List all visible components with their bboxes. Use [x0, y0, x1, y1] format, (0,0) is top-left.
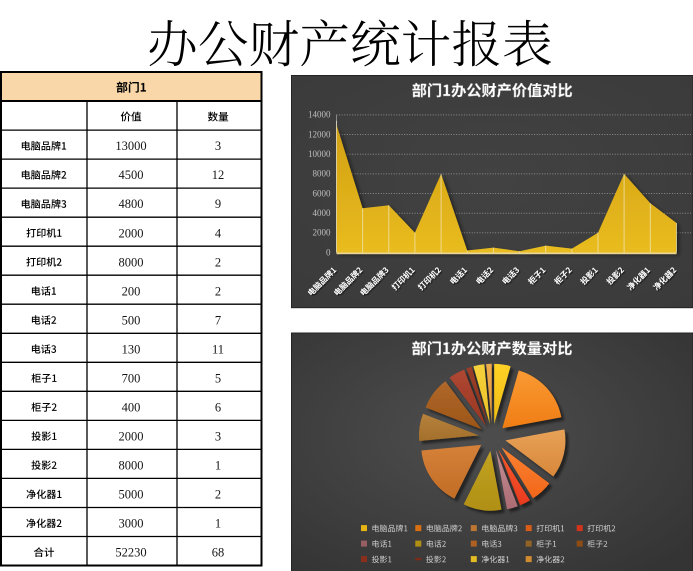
svg-text:3000: 3000 [119, 517, 144, 531]
svg-text:400: 400 [122, 400, 141, 414]
svg-text:4800: 4800 [119, 197, 144, 211]
svg-text:11: 11 [212, 342, 224, 356]
svg-text:1: 1 [215, 517, 221, 531]
svg-text:5: 5 [215, 371, 221, 385]
svg-text:700: 700 [122, 371, 141, 385]
svg-text:1: 1 [215, 459, 221, 473]
svg-text:2000: 2000 [313, 228, 332, 238]
svg-text:5000: 5000 [119, 488, 144, 502]
svg-text:8000: 8000 [313, 169, 332, 179]
svg-text:8000: 8000 [119, 459, 144, 473]
svg-text:3: 3 [215, 430, 221, 444]
svg-text:0: 0 [326, 247, 331, 257]
svg-text:2000: 2000 [119, 430, 144, 444]
svg-text:2: 2 [215, 488, 221, 502]
svg-text:14000: 14000 [308, 110, 331, 120]
svg-text:4500: 4500 [119, 168, 144, 182]
svg-text:500: 500 [122, 313, 141, 327]
svg-text:13000: 13000 [115, 139, 146, 153]
svg-text:6: 6 [215, 400, 221, 414]
svg-text:4: 4 [215, 226, 222, 240]
svg-text:130: 130 [122, 342, 141, 356]
svg-text:7: 7 [215, 313, 221, 327]
svg-text:10000: 10000 [308, 149, 331, 159]
svg-text:2000: 2000 [119, 226, 144, 240]
svg-text:8000: 8000 [119, 255, 144, 269]
svg-text:2: 2 [215, 255, 221, 269]
svg-text:12000: 12000 [308, 129, 331, 139]
svg-text:52230: 52230 [115, 546, 146, 560]
svg-text:9: 9 [215, 197, 221, 211]
svg-text:3: 3 [215, 139, 221, 153]
svg-text:12: 12 [212, 168, 225, 182]
svg-text:2: 2 [215, 284, 221, 298]
svg-text:200: 200 [122, 284, 141, 298]
svg-text:68: 68 [212, 546, 225, 560]
svg-text:4000: 4000 [313, 208, 332, 218]
svg-text:6000: 6000 [313, 188, 332, 198]
